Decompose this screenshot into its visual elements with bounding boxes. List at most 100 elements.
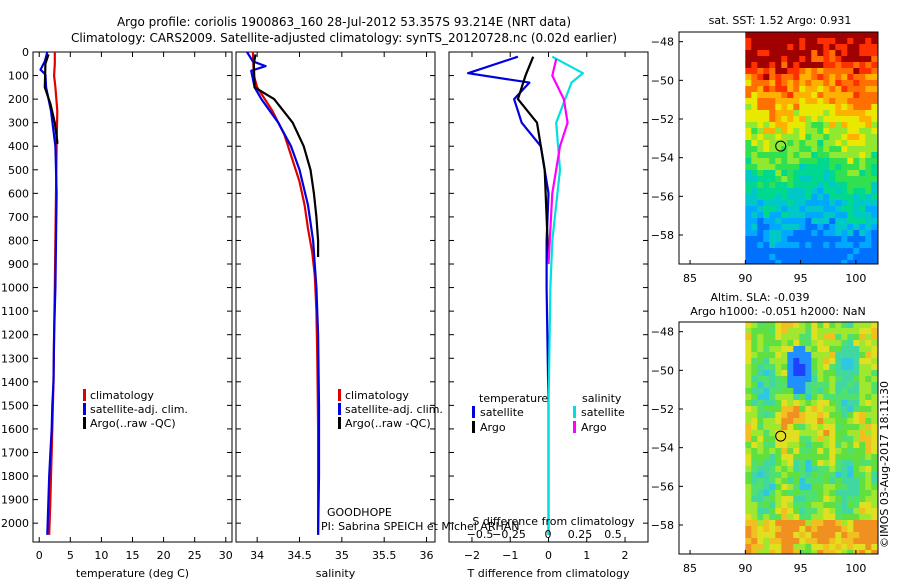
map-cell	[799, 116, 806, 123]
map-cell	[805, 74, 812, 81]
map-cell	[853, 430, 860, 437]
map-cell	[757, 152, 764, 159]
map-cell	[835, 68, 842, 75]
map-cell	[871, 484, 878, 491]
map-cell	[865, 436, 872, 443]
map-cell	[859, 388, 866, 395]
map-cell	[865, 334, 872, 341]
map-cell	[757, 340, 764, 347]
project-label: GOODHOPE	[327, 506, 392, 519]
map-cell	[859, 472, 866, 479]
map-cell	[835, 80, 842, 87]
map-cell	[793, 182, 800, 189]
map-cell	[865, 424, 872, 431]
map-cell	[847, 140, 854, 147]
map-cell	[841, 520, 848, 527]
map-cell	[745, 140, 752, 147]
map-cell	[793, 242, 800, 249]
y-tick-label: 1600	[1, 423, 29, 436]
map-cell	[805, 466, 812, 473]
sla-map-title-1: Altim. SLA: -0.039	[710, 291, 809, 304]
map-cell	[865, 104, 872, 111]
map-cell	[847, 146, 854, 153]
map-cell	[865, 80, 872, 87]
map-cell	[853, 116, 860, 123]
map-cell	[751, 376, 758, 383]
map-cell	[871, 134, 878, 141]
map-cell	[799, 346, 806, 353]
map-cell	[781, 254, 788, 261]
map-cell	[871, 128, 878, 135]
map-cell	[751, 128, 758, 135]
map-cell	[817, 176, 824, 183]
map-cell	[847, 218, 854, 225]
map-cell	[751, 194, 758, 201]
map-cell	[841, 170, 848, 177]
map-cell	[823, 550, 830, 555]
map-cell	[763, 364, 770, 371]
argo-position-marker	[775, 430, 787, 442]
map-cell	[751, 170, 758, 177]
map-cell	[829, 424, 836, 431]
map-cell	[841, 104, 848, 111]
map-cell	[823, 188, 830, 195]
map-cell	[817, 224, 824, 231]
map-cell	[751, 146, 758, 153]
map-cell	[853, 224, 860, 231]
map-cell	[835, 140, 842, 147]
series-line	[251, 51, 320, 535]
legend-label: Argo	[581, 421, 607, 434]
map-cell	[829, 224, 836, 231]
map-cell	[823, 334, 830, 341]
map-cell	[871, 406, 878, 413]
map-cell	[823, 538, 830, 545]
map-cell	[781, 496, 788, 503]
map-cell	[859, 224, 866, 231]
map-cell	[865, 50, 872, 57]
map-cell	[853, 44, 860, 51]
map-cell	[745, 532, 752, 539]
map-cell	[841, 412, 848, 419]
map-cell	[871, 200, 878, 207]
map-cell	[775, 358, 782, 365]
map-cell	[751, 460, 758, 467]
map-cell	[871, 358, 878, 365]
map-cell	[769, 388, 776, 395]
map-cell	[799, 80, 806, 87]
map-cell	[871, 430, 878, 437]
map-cell	[751, 370, 758, 377]
map-cell	[847, 364, 854, 371]
map-cell	[841, 62, 848, 69]
map-cell	[745, 466, 752, 473]
map-y-tick-label: −50	[651, 364, 674, 377]
map-cell	[769, 212, 776, 219]
map-cell	[853, 364, 860, 371]
map-cell	[751, 514, 758, 521]
map-cell	[787, 508, 794, 515]
map-cell	[853, 394, 860, 401]
map-cell	[847, 200, 854, 207]
map-cell	[799, 358, 806, 365]
map-cell	[817, 526, 824, 533]
map-cell	[859, 538, 866, 545]
map-cell	[769, 116, 776, 123]
map-cell	[763, 254, 770, 261]
map-cell	[775, 526, 782, 533]
map-cell	[745, 364, 752, 371]
map-cell	[769, 424, 776, 431]
map-cell	[853, 104, 860, 111]
map-cell	[787, 254, 794, 261]
map-cell	[787, 200, 794, 207]
map-cell	[745, 538, 752, 545]
map-cell	[793, 502, 800, 509]
map-cell	[835, 194, 842, 201]
map-cell	[865, 466, 872, 473]
map-cell	[841, 322, 848, 329]
map-cell	[745, 400, 752, 407]
map-cell	[763, 68, 770, 75]
map-cell	[775, 412, 782, 419]
map-cell	[853, 406, 860, 413]
map-cell	[751, 110, 758, 117]
x-tick-label: 15	[126, 549, 140, 562]
map-cell	[745, 86, 752, 93]
